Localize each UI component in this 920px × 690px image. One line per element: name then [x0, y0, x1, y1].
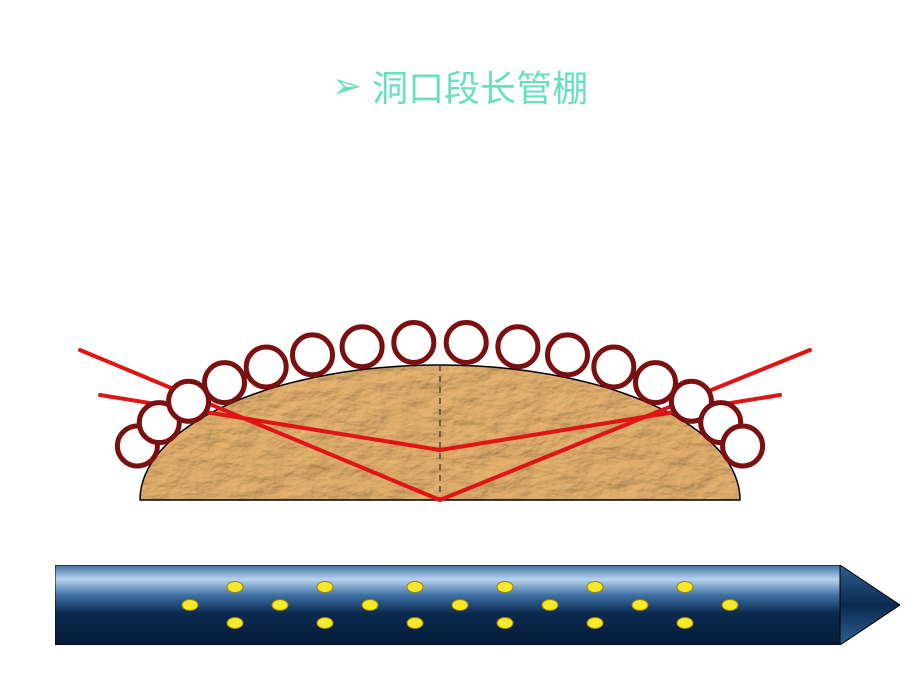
grout-hole-icon: [587, 582, 603, 593]
grout-hole-icon: [587, 618, 603, 629]
pipe-ring-icon: [342, 327, 382, 367]
tunnel-cross-section-diagram: [40, 170, 880, 510]
grout-hole-icon: [497, 618, 513, 629]
title-bullet-icon: ➢: [332, 65, 362, 107]
pipe-tip: [840, 565, 900, 645]
grout-hole-icon: [317, 582, 333, 593]
grout-hole-icon: [542, 600, 558, 611]
slide-title: ➢ 洞口段长管棚: [0, 60, 920, 112]
pipe-ring-icon: [723, 426, 763, 466]
grout-hole-icon: [452, 600, 468, 611]
pipe-ring-icon: [246, 347, 286, 387]
grout-hole-icon: [227, 618, 243, 629]
pipe-svg: [55, 565, 900, 645]
grout-hole-icon: [227, 582, 243, 593]
grout-hole-icon: [407, 582, 423, 593]
grout-hole-icon: [497, 582, 513, 593]
pipe-ring-icon: [394, 323, 434, 363]
pipe-ring-icon: [548, 335, 588, 375]
grout-hole-icon: [722, 600, 738, 611]
grout-hole-icon: [407, 618, 423, 629]
pipe-ring-icon: [498, 327, 538, 367]
title-text: 洞口段长管棚: [372, 60, 588, 112]
tunnel-svg: [40, 170, 880, 510]
pipe-longitudinal-diagram: [55, 565, 900, 645]
slide-root: ➢ 洞口段长管棚: [0, 0, 920, 690]
pipe-ring-icon: [205, 363, 245, 403]
grout-hole-icon: [632, 600, 648, 611]
pipe-ring-icon: [293, 335, 333, 375]
grout-hole-icon: [677, 618, 693, 629]
grout-hole-icon: [317, 618, 333, 629]
grout-hole-icon: [272, 600, 288, 611]
pipe-ring-icon: [446, 323, 486, 363]
pipe-ring-icon: [594, 347, 634, 387]
grout-hole-icon: [182, 600, 198, 611]
grout-hole-icon: [362, 600, 378, 611]
grout-hole-icon: [677, 582, 693, 593]
